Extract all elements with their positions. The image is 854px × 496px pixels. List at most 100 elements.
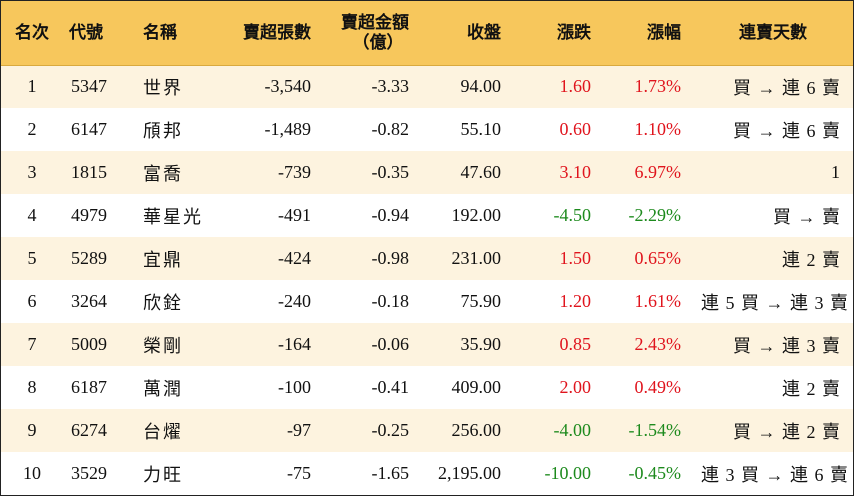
close-price-cell: 409.00 (451, 377, 502, 397)
change-cell: 1.50 (559, 248, 592, 268)
table-row[interactable]: 9 6274 台燿 -97 -0.25 256.00 -4.00 -1.54% 買 → 連 2 … (1, 409, 853, 452)
name-cell: 台燿 (143, 421, 183, 442)
table-row[interactable]: 3 1815 富喬 -739 -0.35 47.60 3.10 6.97% 1 (1, 151, 853, 194)
streak-cell: 買 → 連 6 賣 (733, 120, 841, 141)
rank-cell: 5 (27, 248, 37, 268)
change-pct-cell: 1.61% (634, 291, 682, 311)
change-pct-cell: 6.97% (634, 162, 682, 182)
header-close[interactable]: 收盤 (421, 1, 513, 66)
header-sell-volume[interactable]: 賣超張數 (223, 1, 323, 66)
name-cell: 世界 (143, 77, 183, 98)
streak-cell: 買 → 連 3 賣 (733, 335, 841, 356)
change-pct-cell: -0.45% (628, 463, 682, 483)
change-pct-cell: 2.43% (634, 334, 682, 354)
rank-cell: 4 (27, 205, 37, 225)
header-sell-amount[interactable]: 賣超金額 （億） (323, 1, 421, 66)
code-cell: 1815 (71, 162, 107, 182)
table-row[interactable]: 4 4979 華星光 -491 -0.94 192.00 -4.50 -2.29% 買 → 賣 (1, 194, 853, 237)
streak-cell: 連 2 賣 (782, 378, 841, 399)
change-cell: -4.00 (553, 420, 592, 440)
code-cell: 4979 (71, 205, 107, 225)
sell-volume-cell: -100 (278, 377, 311, 397)
change-cell: 0.60 (559, 119, 592, 139)
table-body: 1 5347 世界 -3,540 -3.33 94.00 1.60 1.73% 買 → 連 6 … (1, 65, 853, 495)
streak-cell: 買 → 連 6 賣 (733, 77, 841, 98)
name-cell: 榮剛 (143, 335, 183, 356)
name-cell: 頎邦 (143, 120, 183, 141)
change-cell: -10.00 (544, 463, 592, 483)
table-row[interactable]: 8 6187 萬潤 -100 -0.41 409.00 2.00 0.49% 連 2 賣 (1, 366, 853, 409)
close-price-cell: 55.10 (460, 119, 502, 139)
sell-volume-cell: -240 (278, 291, 311, 311)
change-pct-cell: 1.73% (634, 76, 682, 97)
close-price-cell: 35.90 (460, 334, 502, 354)
table-header: 名次 代號 名稱 賣超張數 賣超金額 （億） 收盤 漲跌 漲幅 連賣天數 (1, 1, 853, 66)
streak-cell: 連 5 買 → 連 3 賣 (701, 292, 849, 313)
name-cell: 欣銓 (143, 292, 183, 313)
close-price-cell: 2,195.00 (438, 463, 501, 483)
change-pct-cell: 1.10% (634, 119, 682, 139)
close-price-cell: 256.00 (451, 420, 502, 440)
sell-volume-cell: -491 (278, 205, 311, 225)
change-cell: 0.85 (559, 334, 592, 354)
table-row[interactable]: 6 3264 欣銓 -240 -0.18 75.90 1.20 1.61% 連 5 買 → 連 … (1, 280, 853, 323)
change-cell: 1.20 (559, 291, 592, 311)
close-price-cell: 94.00 (460, 76, 502, 97)
sell-volume-cell: -1,489 (264, 119, 312, 139)
code-cell: 3529 (71, 463, 107, 483)
sell-amount-cell: -0.35 (371, 162, 410, 182)
streak-cell: 1 (831, 162, 841, 182)
code-cell: 5347 (71, 76, 107, 97)
table-row[interactable]: 1 5347 世界 -3,540 -3.33 94.00 1.60 1.73% 買 → 連 6 … (1, 65, 853, 108)
streak-cell: 連 3 買 → 連 6 賣 (701, 464, 849, 485)
header-name[interactable]: 名稱 (133, 1, 223, 66)
rank-cell: 3 (27, 162, 37, 182)
header-rank[interactable]: 名次 (1, 1, 63, 66)
sell-amount-cell: -0.06 (371, 334, 410, 354)
close-price-cell: 47.60 (460, 162, 502, 182)
code-cell: 6274 (71, 420, 107, 440)
sell-volume-cell: -424 (278, 248, 311, 268)
header-sell-amount-line1: 賣超金額 (341, 12, 409, 32)
streak-cell: 連 2 賣 (782, 249, 841, 270)
sell-amount-cell: -0.98 (371, 248, 410, 268)
header-change[interactable]: 漲跌 (513, 1, 603, 66)
rank-cell: 9 (27, 420, 37, 440)
header-streak[interactable]: 連賣天數 (693, 1, 853, 66)
header-code[interactable]: 代號 (63, 1, 133, 66)
sell-amount-cell: -0.25 (371, 420, 410, 440)
code-cell: 3264 (71, 291, 107, 311)
header-sell-amount-unit: （億） (352, 32, 404, 52)
rank-cell: 6 (27, 291, 37, 311)
table-row[interactable]: 7 5009 榮剛 -164 -0.06 35.90 0.85 2.43% 買 → 連 3 賣 (1, 323, 853, 366)
header-change-pct[interactable]: 漲幅 (603, 1, 693, 66)
sell-volume-cell: -164 (278, 334, 311, 354)
code-cell: 5009 (71, 334, 107, 354)
sell-volume-cell: -3,540 (264, 76, 312, 97)
sell-amount-cell: -0.94 (371, 205, 410, 225)
sell-amount-cell: -0.82 (371, 119, 410, 139)
sell-amount-cell: -0.41 (371, 377, 410, 397)
sell-amount-cell: -3.33 (371, 76, 410, 97)
rank-cell: 1 (27, 76, 37, 97)
rank-cell: 2 (27, 119, 37, 139)
table-row[interactable]: 10 3529 力旺 -75 -1.65 2,195.00 -10.00 -0.45% 連 3 … (1, 452, 853, 495)
change-cell: 3.10 (559, 162, 592, 182)
close-price-cell: 231.00 (451, 248, 502, 268)
change-pct-cell: 0.49% (634, 377, 682, 397)
table-row[interactable]: 5 5289 宜鼎 -424 -0.98 231.00 1.50 0.65% 連 2 賣 (1, 237, 853, 280)
code-cell: 6187 (71, 377, 107, 397)
streak-cell: 買 → 連 2 賣 (733, 421, 841, 442)
table-row[interactable]: 2 6147 頎邦 -1,489 -0.82 55.10 0.60 1.10% 買 → 連 6 … (1, 108, 853, 151)
rank-cell: 10 (23, 463, 41, 483)
name-cell: 萬潤 (143, 378, 183, 399)
header-row: 名次 代號 名稱 賣超張數 賣超金額 （億） 收盤 漲跌 漲幅 連賣天數 (1, 1, 853, 66)
name-cell: 宜鼎 (143, 249, 183, 270)
sell-amount-cell: -0.18 (371, 291, 410, 311)
change-cell: -4.50 (553, 205, 592, 225)
rank-cell: 8 (27, 377, 37, 397)
streak-cell: 買 → 賣 (773, 206, 841, 227)
change-pct-cell: -1.54% (628, 420, 682, 440)
